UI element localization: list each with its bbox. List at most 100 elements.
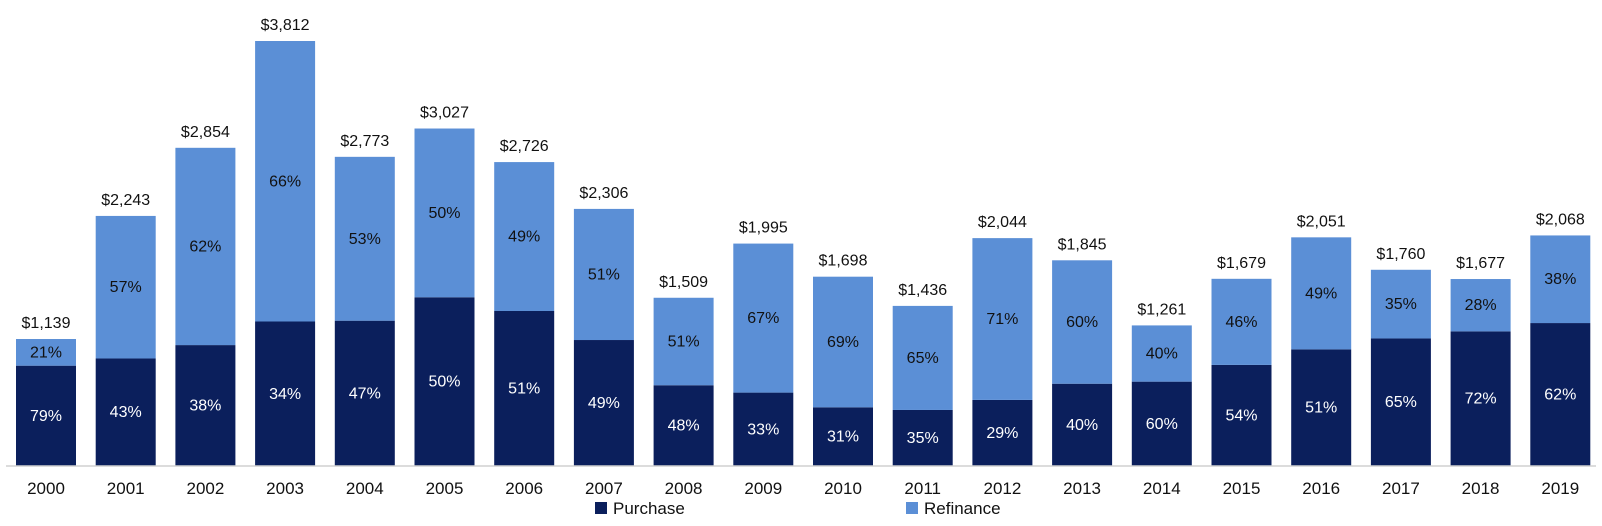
bar-refinance-2015 <box>1211 278 1272 365</box>
refinance-pct-label-2001: 57% <box>110 279 142 296</box>
total-label-2004: $2,773 <box>340 133 389 150</box>
year-label-2011: 2011 <box>904 479 941 498</box>
bar-purchase-2001 <box>95 358 156 466</box>
bar-purchase-2018 <box>1450 331 1511 466</box>
bar-purchase-2010 <box>813 407 873 466</box>
bar-refinance-2016 <box>1291 237 1352 350</box>
purchase-pct-label-2016: 51% <box>1305 400 1337 417</box>
purchase-pct-label-2007: 49% <box>588 395 620 412</box>
refinance-pct-label-2010: 69% <box>827 334 859 351</box>
bar-refinance-2005 <box>414 128 475 298</box>
purchase-pct-label-2015: 54% <box>1225 407 1257 424</box>
labels-layer: $1,139 21% 79% 2000 $2,243 57% 43% 2001 $2,854 62… <box>22 17 1585 498</box>
purchase-pct-label-2011: 35% <box>907 430 939 447</box>
refinance-pct-label-2011: 65% <box>907 350 939 367</box>
total-label-2000: $1,139 <box>22 315 71 332</box>
year-label-2002: 2002 <box>186 479 224 498</box>
purchase-pct-label-2019: 62% <box>1544 387 1576 404</box>
bar-purchase-2004 <box>334 320 395 466</box>
year-label-2012: 2012 <box>983 479 1021 498</box>
bar-refinance-2012 <box>972 238 1033 400</box>
purchase-pct-label-2001: 43% <box>110 404 142 421</box>
year-label-2008: 2008 <box>665 479 703 498</box>
refinance-pct-label-2017: 35% <box>1385 296 1417 313</box>
bar-refinance-2003 <box>255 41 316 322</box>
purchase-pct-label-2004: 47% <box>349 385 381 402</box>
total-label-2018: $1,677 <box>1456 255 1505 272</box>
purchase-pct-label-2000: 79% <box>30 408 62 425</box>
year-label-2010: 2010 <box>824 479 862 498</box>
bar-refinance-2019 <box>1530 235 1591 324</box>
total-label-2017: $1,760 <box>1376 246 1425 263</box>
bar-purchase-2015 <box>1211 364 1272 466</box>
bar-refinance-2009 <box>733 243 794 393</box>
year-label-2015: 2015 <box>1223 479 1261 498</box>
bar-refinance-2017 <box>1370 269 1431 339</box>
total-label-2003: $3,812 <box>261 17 310 34</box>
legend-label-refinance: Refinance <box>924 499 1001 518</box>
bar-purchase-2006 <box>494 310 555 466</box>
bar-purchase-2016 <box>1291 349 1352 466</box>
refinance-pct-label-2007: 51% <box>588 266 620 283</box>
bar-purchase-2003 <box>255 321 316 466</box>
purchase-pct-label-2018: 72% <box>1465 391 1497 408</box>
bar-purchase-2000 <box>16 365 76 466</box>
total-label-2007: $2,306 <box>579 185 628 202</box>
bar-purchase-2007 <box>573 340 634 466</box>
bar-refinance-2018 <box>1450 279 1511 332</box>
year-label-2007: 2007 <box>585 479 623 498</box>
year-label-2013: 2013 <box>1063 479 1101 498</box>
total-label-2006: $2,726 <box>500 138 549 155</box>
year-label-2018: 2018 <box>1462 479 1500 498</box>
year-label-2005: 2005 <box>426 479 464 498</box>
refinance-pct-label-2005: 50% <box>428 205 460 222</box>
legend-swatch-purchase <box>595 502 607 514</box>
purchase-pct-label-2009: 33% <box>747 421 779 438</box>
legend-swatch-refinance <box>906 502 918 514</box>
refinance-pct-label-2003: 66% <box>269 173 301 190</box>
purchase-pct-label-2010: 31% <box>827 429 859 446</box>
total-label-2013: $1,845 <box>1058 236 1107 253</box>
bar-refinance-2011 <box>892 305 953 410</box>
bar-refinance-2004 <box>334 156 395 321</box>
total-label-2011: $1,436 <box>898 282 947 299</box>
purchase-pct-label-2005: 50% <box>428 374 460 391</box>
bar-purchase-2013 <box>1052 383 1113 466</box>
bar-refinance-2001 <box>95 215 156 359</box>
total-label-2002: $2,854 <box>181 124 230 141</box>
bar-purchase-2009 <box>733 392 794 466</box>
bar-refinance-2000 <box>16 339 76 366</box>
refinance-pct-label-2004: 53% <box>349 231 381 248</box>
purchase-pct-label-2002: 38% <box>189 398 221 415</box>
refinance-pct-label-2013: 60% <box>1066 314 1098 331</box>
bar-purchase-2008 <box>653 385 714 466</box>
bar-refinance-2006 <box>494 162 555 311</box>
total-label-2005: $3,027 <box>420 105 469 122</box>
refinance-pct-label-2016: 49% <box>1305 285 1337 302</box>
year-label-2017: 2017 <box>1382 479 1420 498</box>
total-label-2010: $1,698 <box>819 253 868 270</box>
year-label-2014: 2014 <box>1143 479 1181 498</box>
refinance-pct-label-2019: 38% <box>1544 271 1576 288</box>
refinance-pct-label-2000: 21% <box>30 344 62 361</box>
purchase-pct-label-2012: 29% <box>986 425 1018 442</box>
purchase-pct-label-2003: 34% <box>269 386 301 403</box>
total-label-2015: $1,679 <box>1217 255 1266 272</box>
refinance-pct-label-2015: 46% <box>1225 314 1257 331</box>
bar-purchase-2002 <box>175 345 236 466</box>
year-label-2000: 2000 <box>27 479 65 498</box>
bar-purchase-2014 <box>1131 381 1192 466</box>
refinance-pct-label-2018: 28% <box>1465 297 1497 314</box>
bar-refinance-2014 <box>1131 325 1192 382</box>
refinance-pct-label-2014: 40% <box>1146 346 1178 363</box>
year-label-2004: 2004 <box>346 479 384 498</box>
total-label-2001: $2,243 <box>101 192 150 209</box>
purchase-pct-label-2008: 48% <box>668 418 700 435</box>
legend-label-purchase: Purchase <box>613 499 685 518</box>
purchase-pct-label-2006: 51% <box>508 380 540 397</box>
bar-refinance-2002 <box>175 147 236 346</box>
refinance-pct-label-2008: 51% <box>668 334 700 351</box>
purchase-pct-label-2014: 60% <box>1146 416 1178 433</box>
refinance-pct-label-2002: 62% <box>189 238 221 255</box>
